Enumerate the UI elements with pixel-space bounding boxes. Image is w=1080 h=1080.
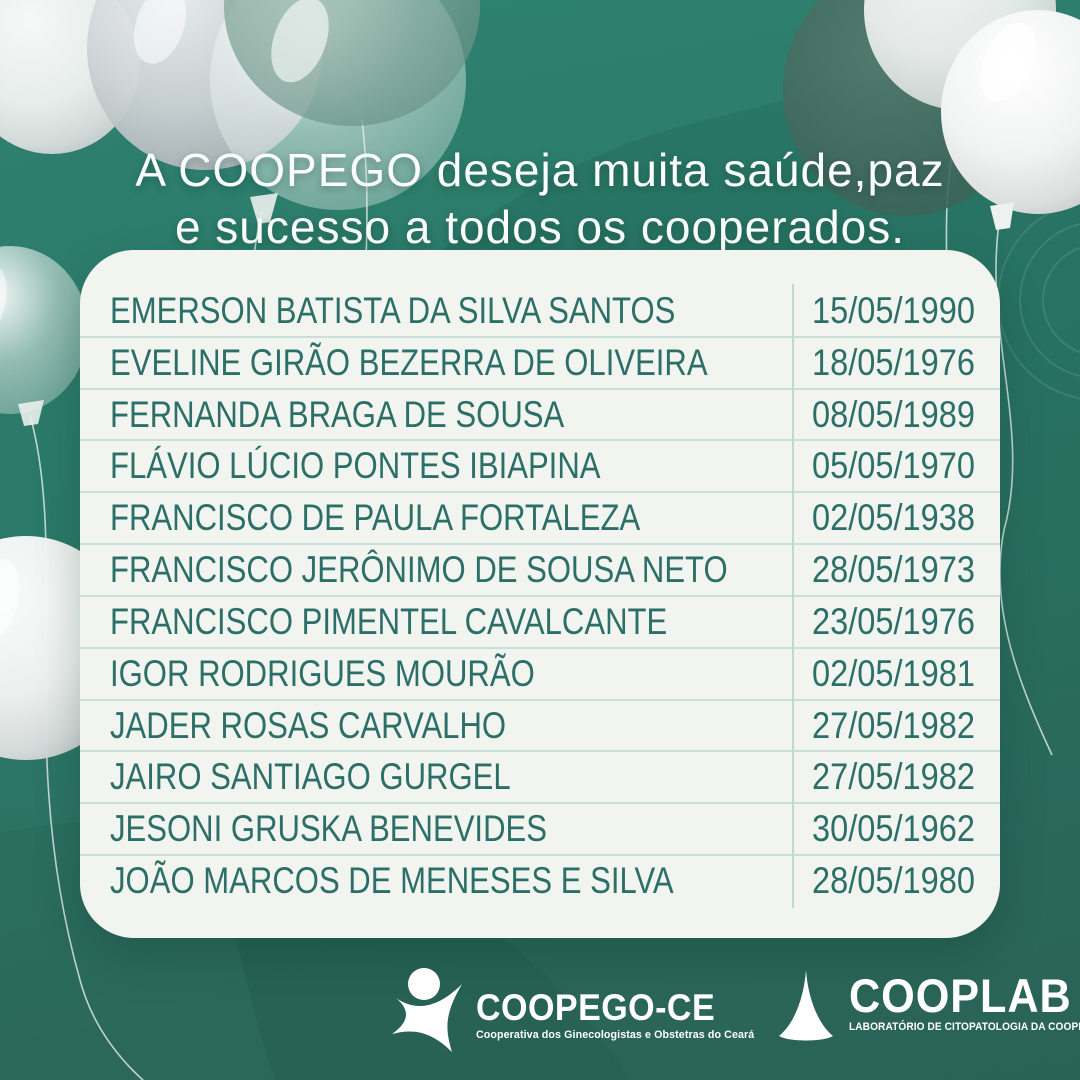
table-row: EMERSON BATISTA DA SILVA SANTOS 15/05/199… bbox=[80, 286, 1000, 338]
headline: A COOPEGO deseja muita saúde,paz e suces… bbox=[0, 142, 1080, 256]
member-name: EMERSON BATISTA DA SILVA SANTOS bbox=[110, 289, 676, 331]
table-row: JAIRO SANTIAGO GURGEL 27/05/1982 bbox=[80, 752, 1000, 805]
cooplab-name: COOPLAB bbox=[848, 969, 1072, 1022]
birth-date: 02/05/1938 bbox=[812, 497, 975, 539]
column-divider bbox=[792, 284, 794, 908]
table-row: FLÁVIO LÚCIO PONTES IBIAPINA 05/05/1970 bbox=[80, 441, 1000, 494]
coopego-figure-icon bbox=[392, 968, 462, 1052]
birth-date: 05/05/1970 bbox=[812, 445, 975, 487]
member-name: FERNANDA BRAGA DE SOUSA bbox=[110, 393, 565, 435]
cooplab-tower-icon bbox=[778, 970, 833, 1041]
birth-date: 28/05/1973 bbox=[812, 549, 975, 591]
birth-date: 27/05/1982 bbox=[812, 756, 975, 798]
member-name: FRANCISCO JERÔNIMO DE SOUSA NETO bbox=[110, 549, 728, 591]
table-row: FRANCISCO JERÔNIMO DE SOUSA NETO 28/05/19… bbox=[80, 545, 1000, 597]
footer-logos: COOPEGO-CE Cooperativa dos Ginecologista… bbox=[388, 964, 1080, 1058]
coopego-text: COOPEGO-CE Cooperativa dos Ginecologista… bbox=[476, 987, 763, 1041]
member-name: FRANCISCO DE PAULA FORTALEZA bbox=[110, 497, 641, 539]
cooplab-tagline: LABORATÓRIO DE CITOPATOLOGIA DA COOPEGO bbox=[848, 1021, 1080, 1033]
table-row: JOÃO MARCOS DE MENESES E SILVA 28/05/1980 bbox=[80, 856, 1000, 906]
birth-date: 30/05/1962 bbox=[812, 808, 975, 850]
cooplab-logo: COOPLAB LABORATÓRIO DE CITOPATOLOGIA DA … bbox=[777, 964, 1080, 1046]
birth-date: 28/05/1980 bbox=[812, 860, 975, 902]
birth-date: 08/05/1989 bbox=[812, 393, 975, 435]
birth-date: 15/05/1990 bbox=[812, 289, 975, 331]
member-name: IGOR RODRIGUES MOURÃO bbox=[110, 652, 535, 694]
coopego-logo: COOPEGO-CE Cooperativa dos Ginecologista… bbox=[388, 964, 763, 1058]
birthday-card: EMERSON BATISTA DA SILVA SANTOS 15/05/199… bbox=[80, 250, 1000, 938]
birth-date: 27/05/1982 bbox=[812, 704, 975, 746]
birth-date: 02/05/1981 bbox=[812, 652, 975, 694]
table-row: FRANCISCO DE PAULA FORTALEZA 02/05/1938 bbox=[80, 493, 1000, 546]
member-name: FLÁVIO LÚCIO PONTES IBIAPINA bbox=[110, 445, 601, 487]
birth-date: 23/05/1976 bbox=[812, 600, 975, 642]
table-row: IGOR RODRIGUES MOURÃO 02/05/1981 bbox=[80, 649, 1000, 701]
birthday-table: EMERSON BATISTA DA SILVA SANTOS 15/05/199… bbox=[80, 286, 1000, 906]
table-row: EVELINE GIRÃO BEZERRA DE OLIVEIRA 18/05/1… bbox=[80, 338, 1000, 390]
headline-line1: A COOPEGO deseja muita saúde,paz bbox=[135, 144, 945, 196]
table-row: JESONI GRUSKA BENEVIDES 30/05/1962 bbox=[80, 804, 1000, 857]
member-name: JESONI GRUSKA BENEVIDES bbox=[110, 808, 547, 850]
member-name: EVELINE GIRÃO BEZERRA DE OLIVEIRA bbox=[110, 341, 708, 383]
table-row: FRANCISCO PIMENTEL CAVALCANTE 23/05/1976 bbox=[80, 597, 1000, 649]
member-name: FRANCISCO PIMENTEL CAVALCANTE bbox=[110, 600, 668, 642]
balloon-left-glass bbox=[0, 246, 88, 414]
balloon-right-pearl bbox=[941, 10, 1080, 214]
coopego-tagline: Cooperativa dos Ginecologistas e Obstetr… bbox=[476, 1029, 755, 1041]
member-name: JOÃO MARCOS DE MENESES E SILVA bbox=[110, 860, 674, 902]
table-row: JADER ROSAS CARVALHO 27/05/1982 bbox=[80, 701, 1000, 753]
balloon-highlights bbox=[0, 0, 1036, 642]
balloon-knot-left bbox=[18, 400, 44, 426]
balloon-knot-right bbox=[990, 202, 1014, 230]
cooplab-text: COOPLAB LABORATÓRIO DE CITOPATOLOGIA DA … bbox=[848, 969, 1080, 1033]
headline-line2: e sucesso a todos os cooperados. bbox=[174, 201, 906, 253]
birth-date: 18/05/1976 bbox=[812, 341, 975, 383]
member-name: JADER ROSAS CARVALHO bbox=[110, 704, 507, 746]
coopego-name: COOPEGO-CE bbox=[476, 987, 716, 1028]
table-row: FERNANDA BRAGA DE SOUSA 08/05/1989 bbox=[80, 390, 1000, 442]
member-name: JAIRO SANTIAGO GURGEL bbox=[110, 756, 511, 798]
balloon-knot bbox=[250, 193, 278, 224]
